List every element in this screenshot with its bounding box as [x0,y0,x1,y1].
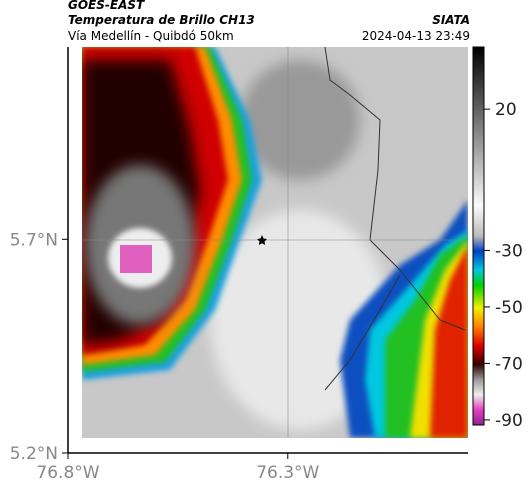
colorbar-tick-label: 20 [495,100,517,120]
title: Temperatura de Brillo CH13 [68,13,255,27]
x-tick-label: 76.8°W [36,463,99,483]
x-tick-label: 76.3°W [256,463,319,483]
colorbar-tick-label: -30 [495,241,523,261]
subtitle: Vía Medellín - Quibdó 50km [68,29,234,43]
timestamp: 2024-04-13 23:49 [362,29,470,43]
source: SIATA [432,13,470,27]
colorbar-tick-label: -90 [495,411,523,431]
colorbar-tick-label: -50 [495,298,523,318]
colorbar-tick-label: -70 [495,354,523,374]
satellite: GOES-EAST [68,0,145,12]
y-tick-label: 5.2°N [10,444,58,464]
y-tick-label: 5.7°N [10,230,58,250]
satellite-image [82,47,468,438]
colorbar [472,46,485,426]
